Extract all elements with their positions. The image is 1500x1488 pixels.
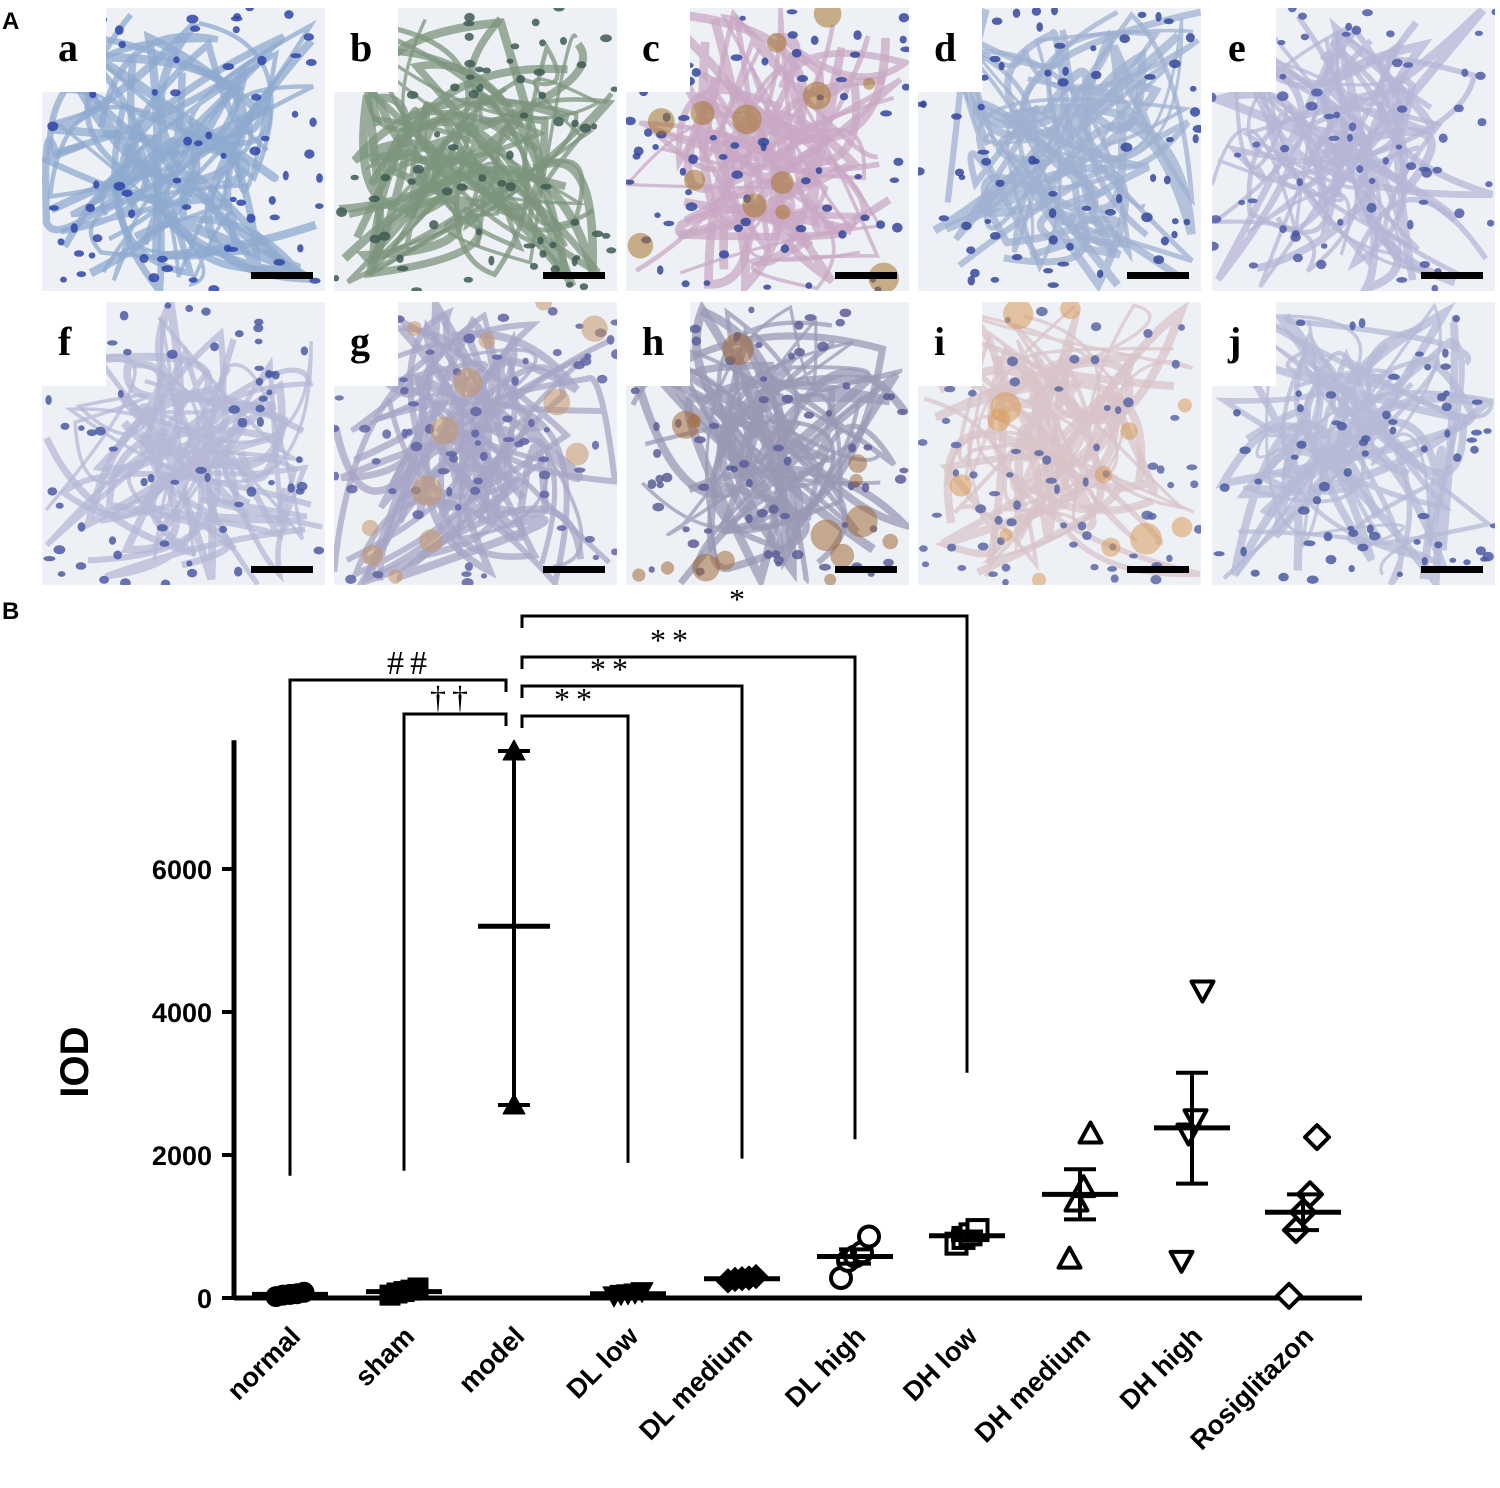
micrograph-label: a xyxy=(58,25,78,70)
significance-label: ## xyxy=(387,645,433,682)
x-tick-label: normal xyxy=(221,1321,306,1406)
x-tick-label: DH medium xyxy=(969,1321,1096,1448)
data-point xyxy=(1189,979,1216,1004)
micrograph-c: c xyxy=(626,8,909,291)
data-point xyxy=(1275,1281,1303,1310)
scale-bar xyxy=(1127,566,1189,573)
y-tick-label: 2000 xyxy=(152,1141,212,1171)
data-point xyxy=(1077,1120,1104,1145)
micrograph-label-box: j xyxy=(1212,302,1276,386)
data-point xyxy=(1056,1245,1083,1270)
tissue-image xyxy=(42,8,325,291)
micrograph-label: i xyxy=(934,319,946,364)
scale-bar xyxy=(1421,566,1483,573)
x-tick-label: DL low xyxy=(561,1320,645,1404)
y-axis-label: IOD xyxy=(53,1026,97,1097)
x-tick-label: DH low xyxy=(897,1320,984,1407)
micrograph-label-box: e xyxy=(1212,8,1276,92)
scale-bar xyxy=(1421,272,1483,279)
significance-bracket xyxy=(520,614,969,1073)
micrograph-i: i xyxy=(918,302,1201,585)
scale-bar xyxy=(543,566,605,573)
panel-b-letter: B xyxy=(2,598,20,625)
tissue-image xyxy=(918,302,1201,585)
micrograph-label-box: b xyxy=(334,8,398,92)
significance-label: †† xyxy=(430,679,474,715)
micrograph-label-box: h xyxy=(626,302,690,386)
micrograph-label: d xyxy=(934,25,957,70)
micrograph-label-box: g xyxy=(334,302,398,386)
scale-bar xyxy=(251,272,313,279)
micrograph-label: j xyxy=(1228,319,1242,364)
micrograph-j: j xyxy=(1212,302,1495,585)
micrograph-g: g xyxy=(334,302,617,585)
x-tick-label: DL high xyxy=(779,1321,871,1413)
micrograph-e: e xyxy=(1212,8,1495,291)
x-tick-label: DL medium xyxy=(633,1321,758,1446)
micrograph-d: d xyxy=(918,8,1201,291)
micrograph-label: f xyxy=(58,319,72,364)
significance-bracket xyxy=(288,678,508,1176)
micrograph-label-box: i xyxy=(918,302,982,386)
micrograph-label: c xyxy=(642,25,660,70)
tissue-image xyxy=(626,8,909,291)
panel-a-letter: A xyxy=(2,8,20,35)
significance-bracket xyxy=(402,712,508,1171)
micrograph-b: b xyxy=(334,8,617,291)
scale-bar xyxy=(835,272,897,279)
micrograph-label-box: c xyxy=(626,8,690,92)
y-tick-label: 0 xyxy=(197,1284,212,1314)
x-tick-label: DH high xyxy=(1114,1321,1208,1415)
tissue-image xyxy=(42,302,325,585)
micrograph-label: e xyxy=(1228,25,1246,70)
scale-bar xyxy=(835,566,897,573)
tissue-image xyxy=(626,302,909,585)
data-point xyxy=(857,1224,881,1249)
micrograph-f: f xyxy=(42,302,325,585)
significance-label: * xyxy=(729,590,751,617)
micrograph-label-box: a xyxy=(42,8,106,92)
micrograph-label: h xyxy=(642,319,665,364)
x-tick-label: sham xyxy=(349,1321,420,1392)
y-tick-label: 4000 xyxy=(152,998,212,1028)
significance-bracket xyxy=(520,714,630,1163)
significance-bracket xyxy=(520,655,857,1140)
scale-bar xyxy=(251,566,313,573)
significance-label: ** xyxy=(650,622,694,658)
x-tick-label: model xyxy=(453,1321,530,1398)
data-point xyxy=(1303,1123,1331,1152)
micrograph-h: h xyxy=(626,302,909,585)
data-point xyxy=(1168,1249,1195,1274)
micrograph-label: b xyxy=(350,25,373,70)
micrograph-label-box: f xyxy=(42,302,106,386)
scale-bar xyxy=(543,272,605,279)
significance-bracket xyxy=(520,684,744,1159)
micrograph-label-box: d xyxy=(918,8,982,92)
micrograph-label: g xyxy=(350,319,370,364)
micrograph-a: a xyxy=(42,8,325,291)
scale-bar xyxy=(1127,272,1189,279)
y-tick-label: 6000 xyxy=(152,855,212,885)
